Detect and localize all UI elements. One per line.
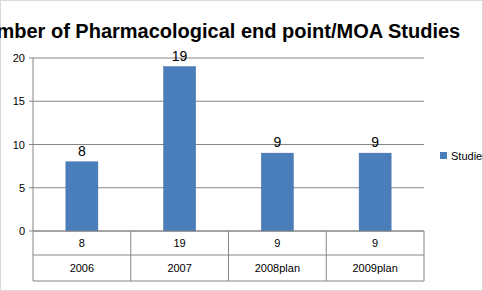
- table-divider: [130, 231, 131, 281]
- data-label: 8: [78, 143, 86, 159]
- chart-container: Number of Pharmacological end point/MOA …: [0, 0, 483, 291]
- x-tick-label: 2007: [167, 262, 191, 274]
- grid-line: [33, 144, 424, 145]
- data-label: 19: [172, 48, 188, 64]
- x-tick-label: 2006: [70, 262, 94, 274]
- y-tick-label: 10: [13, 139, 25, 151]
- y-tick: [29, 144, 33, 145]
- table-divider: [228, 231, 229, 281]
- grid-line: [33, 101, 424, 102]
- table-divider: [424, 231, 425, 281]
- table-value: 8: [79, 237, 85, 249]
- y-tick: [29, 231, 33, 232]
- table-divider: [326, 231, 327, 281]
- table-value: 9: [372, 237, 378, 249]
- y-tick-label: 15: [13, 95, 25, 107]
- data-label: 9: [273, 134, 281, 150]
- y-tick: [29, 58, 33, 59]
- table-value: 19: [174, 237, 186, 249]
- bar: [261, 153, 293, 231]
- x-tick-label: 2009plan: [352, 262, 397, 274]
- bar: [164, 67, 196, 231]
- page: {"chart_data": {"type": "bar", "title": …: [0, 0, 483, 291]
- title: Number of Pharmacological end point/MOA …: [0, 20, 460, 42]
- legend-label: Studies: [451, 150, 483, 162]
- legend-swatch: [440, 152, 447, 159]
- y-axis: [33, 58, 34, 231]
- y-tick-label: 0: [19, 225, 25, 237]
- data-label: 9: [371, 134, 379, 150]
- y-tick-label: 5: [19, 182, 25, 194]
- y-tick-label: 20: [13, 52, 25, 64]
- chart: Number of Pharmacological end point/MOA …: [0, 0, 483, 291]
- grid-line: [33, 58, 424, 59]
- y-tick: [29, 101, 33, 102]
- table-divider: [33, 231, 34, 281]
- bar: [359, 153, 391, 231]
- table-value: 9: [274, 237, 280, 249]
- x-tick-label: 2008plan: [255, 262, 300, 274]
- chart-frame: [1, 1, 483, 291]
- bar: [66, 162, 98, 231]
- y-tick: [29, 187, 33, 188]
